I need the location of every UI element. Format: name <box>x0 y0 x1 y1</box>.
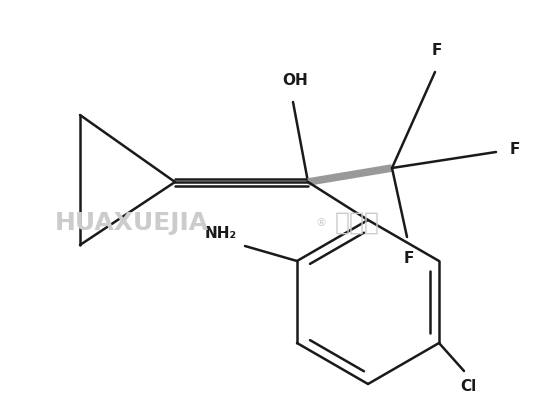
Text: 化学加: 化学加 <box>334 210 379 235</box>
Text: NH₂: NH₂ <box>205 226 237 241</box>
Text: HUAXUEJIA: HUAXUEJIA <box>55 210 209 235</box>
Text: F: F <box>510 142 521 158</box>
Text: F: F <box>404 251 414 266</box>
Text: ®: ® <box>315 218 326 228</box>
Text: F: F <box>432 43 442 58</box>
Text: OH: OH <box>282 73 308 88</box>
Text: Cl: Cl <box>460 379 476 394</box>
